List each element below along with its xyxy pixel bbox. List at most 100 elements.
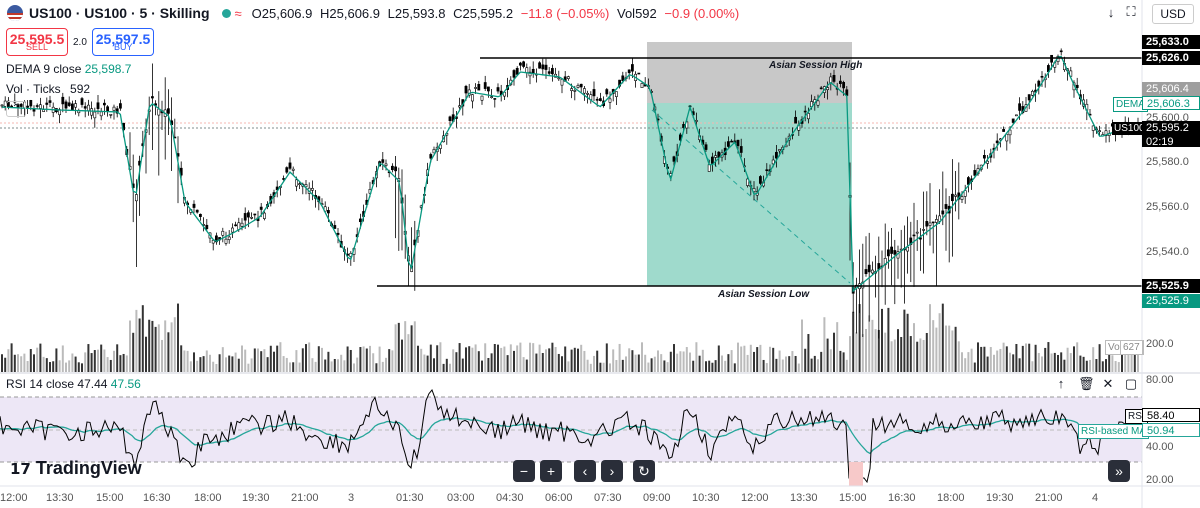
- volume-bar: [340, 354, 343, 372]
- volume-bar: [7, 349, 10, 372]
- candle-body: [922, 229, 926, 231]
- volume-bar: [849, 336, 851, 372]
- volume-bar: [852, 311, 855, 372]
- candle-body: [483, 82, 487, 89]
- volume-bar: [596, 350, 599, 372]
- volume-bar: [289, 362, 291, 372]
- rsi-value: 47.44: [77, 377, 108, 391]
- wave-icon[interactable]: ≈: [234, 5, 242, 21]
- time-label: 3: [348, 492, 355, 504]
- volume-bar: [887, 307, 890, 372]
- collapse-pane-icon[interactable]: ✕: [1102, 376, 1114, 391]
- volume-bar: [52, 361, 55, 372]
- volume-bar: [945, 325, 947, 372]
- candle-body: [64, 101, 68, 109]
- volume-bar: [717, 345, 720, 372]
- zoom-out-button[interactable]: −: [513, 460, 535, 482]
- time-label: 06:00: [545, 492, 573, 504]
- volume-legend-value: 592: [70, 82, 91, 96]
- volume-bar: [769, 346, 771, 372]
- volume-bar: [423, 354, 426, 372]
- time-label: 09:00: [643, 492, 671, 504]
- us-flag-icon: [7, 5, 23, 21]
- candle-body: [973, 170, 977, 176]
- volume-bar: [33, 354, 35, 372]
- volume-bar: [298, 362, 301, 372]
- volume-bar: [634, 354, 637, 372]
- fullscreen-icon[interactable]: ⛶: [1126, 4, 1136, 19]
- volume-bar: [637, 354, 640, 372]
- reset-chart-button[interactable]: ↻: [633, 460, 655, 482]
- price-tick: 25,540.0: [1146, 246, 1189, 258]
- candle-body: [525, 67, 529, 73]
- candle-body: [528, 71, 532, 77]
- candle-body: [1091, 125, 1095, 131]
- volume-bar: [785, 356, 787, 372]
- volume-bar: [708, 360, 711, 372]
- ohlc-high: H25,606.9: [320, 5, 380, 21]
- volume-bar: [925, 332, 928, 372]
- volume-bar: [932, 320, 935, 372]
- time-label: 10:30: [692, 492, 720, 504]
- rsi-legend[interactable]: RSI 14 close 47.44 47.56: [6, 377, 141, 391]
- asian-session-high-label[interactable]: Asian Session High: [769, 60, 863, 71]
- dema-legend[interactable]: DEMA 9 close 25,598.7: [6, 62, 131, 76]
- volume-bar: [260, 351, 263, 372]
- volume-bar: [775, 358, 778, 372]
- volume-bar: [618, 343, 621, 372]
- volume-bar: [861, 334, 864, 372]
- scroll-to-realtime-button[interactable]: »: [1108, 460, 1130, 482]
- delete-icon[interactable]: 🗑: [1078, 376, 1095, 391]
- sell-button[interactable]: 25,595.5: [6, 28, 68, 56]
- symbol-title[interactable]: US100 · US100 · 5 · Skilling: [29, 5, 210, 21]
- scroll-right-button[interactable]: ›: [601, 460, 623, 482]
- candle-body: [227, 236, 231, 240]
- volume-bar: [721, 355, 723, 372]
- volume-bar: [186, 350, 189, 372]
- volume-bar: [801, 319, 803, 372]
- market-open-icon[interactable]: [221, 8, 231, 18]
- candle-body: [1040, 75, 1044, 78]
- move-up-icon[interactable]: ↑: [1057, 376, 1065, 391]
- candle-body: [771, 159, 775, 165]
- high-price-label: 25,633.0: [1142, 35, 1200, 49]
- candle-body: [739, 146, 743, 153]
- volume-bar: [986, 356, 989, 372]
- volume-legend[interactable]: Vol · Ticks 592: [6, 82, 90, 96]
- volume-bar: [1085, 360, 1088, 372]
- volume-bar: [525, 359, 528, 372]
- volume-bar: [263, 349, 266, 372]
- candle-body: [262, 212, 266, 219]
- volume-bar: [653, 356, 656, 372]
- collapse-legend-icon[interactable]: ⌃: [6, 101, 26, 117]
- buy-button[interactable]: 25,597.5: [92, 28, 154, 56]
- asian-session-low-label[interactable]: Asian Session Low: [718, 289, 810, 300]
- candle-body: [1027, 94, 1031, 101]
- risk-box[interactable]: [647, 42, 852, 103]
- candle-body: [192, 203, 196, 208]
- candle-body: [640, 83, 644, 88]
- candle-body: [464, 85, 468, 94]
- currency-selector[interactable]: USD: [1152, 4, 1194, 24]
- volume-bar: [394, 324, 397, 372]
- volume-bar: [436, 345, 439, 372]
- candle-body: [67, 102, 71, 106]
- buy-price: 25,597.5: [95, 31, 151, 47]
- volume-bar: [941, 303, 944, 372]
- zoom-in-button[interactable]: +: [540, 460, 562, 482]
- scroll-left-button[interactable]: ‹: [574, 460, 596, 482]
- volume-bar: [893, 339, 896, 372]
- maximize-pane-icon[interactable]: ▢: [1124, 376, 1138, 391]
- volume-bar: [794, 355, 797, 372]
- volume-bar: [989, 347, 992, 372]
- volume-bar: [1060, 352, 1063, 372]
- volume-bar: [570, 349, 573, 372]
- candle-body: [1098, 130, 1102, 133]
- volume-bar: [705, 361, 707, 372]
- candle-body: [294, 179, 298, 187]
- candle-body: [928, 222, 932, 226]
- tradingview-logo[interactable]: 𝟭𝟳 TradingView: [10, 458, 142, 479]
- reward-box[interactable]: [647, 103, 852, 286]
- arrow-down-icon[interactable]: ↓: [1107, 5, 1115, 20]
